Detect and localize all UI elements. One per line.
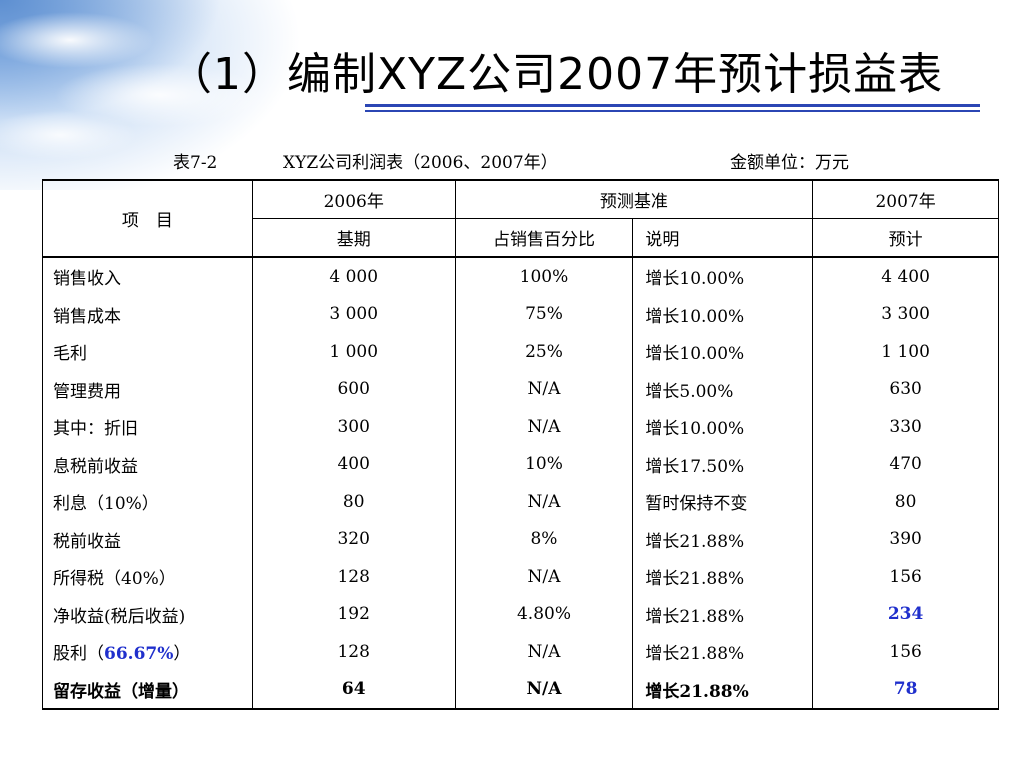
row-pct: N/A	[454, 558, 634, 596]
row-forecast: 390	[812, 520, 999, 558]
table-row: 净收益(税后收益) 192 4.80% 增长21.88% 234	[42, 595, 999, 633]
row-pct: 100%	[454, 256, 634, 296]
row-forecast: 3 300	[812, 295, 999, 333]
row-label: 毛利	[42, 333, 253, 371]
amount-unit: 金额单位：万元	[730, 153, 849, 173]
row-note: 增长17.50%	[632, 445, 814, 483]
row-label: 销售成本	[42, 295, 253, 333]
row-pct: 75%	[454, 295, 634, 333]
table-caption: XYZ公司利润表（2006、2007年）	[283, 153, 558, 173]
row-pct: N/A	[454, 408, 634, 446]
row-base: 4 000	[251, 256, 456, 296]
title-rule-bottom	[365, 110, 980, 112]
row-pct: N/A	[454, 370, 634, 408]
row-forecast: 4 400	[812, 256, 999, 296]
row-label: 股利（66.67%）	[42, 633, 253, 671]
row-pct: 25%	[454, 333, 634, 371]
row-base: 320	[251, 520, 456, 558]
row-base: 192	[251, 595, 456, 633]
table-row: 其中：折旧 300 N/A 增长10.00% 330	[42, 408, 999, 446]
row-note: 暂时保持不变	[632, 483, 814, 521]
table-row: 股利（66.67%） 128 N/A 增长21.88% 156	[42, 633, 999, 671]
header-note: 说明	[632, 218, 814, 258]
sky-cloud-decoration	[0, 0, 390, 190]
header-item: 项 目	[42, 179, 253, 258]
row-label: 净收益(税后收益)	[42, 595, 253, 633]
row-label: 利息（10%）	[42, 483, 253, 521]
row-pct: 4.80%	[454, 595, 634, 633]
dividend-payout-ratio: 66.67%	[104, 644, 174, 665]
row-forecast: 630	[812, 370, 999, 408]
table-row: 销售成本 3 000 75% 增长10.00% 3 300	[42, 295, 999, 333]
income-statement-table: 项 目 2006年 预测基准 2007年 基期 占销售百分比 说明 预计 销售收…	[42, 179, 999, 710]
row-base: 3 000	[251, 295, 456, 333]
row-base: 1 000	[251, 333, 456, 371]
row-forecast: 156	[812, 633, 999, 671]
row-label: 管理费用	[42, 370, 253, 408]
row-note: 增长21.88%	[632, 633, 814, 671]
row-note: 增长10.00%	[632, 256, 814, 296]
row-note: 增长21.88%	[632, 558, 814, 596]
header-row-2: 基期 占销售百分比 说明 预计	[43, 218, 999, 258]
header-row-1: 项 目 2006年 预测基准 2007年	[42, 179, 999, 258]
row-note: 增长10.00%	[632, 408, 814, 446]
table-row: 毛利 1 000 25% 增长10.00% 1 100	[42, 333, 999, 371]
title-rule-top	[365, 104, 980, 107]
row-forecast: 80	[812, 483, 999, 521]
row-forecast: 1 100	[812, 333, 999, 371]
header-pct: 占销售百分比	[454, 218, 634, 258]
row-note: 增长21.88%	[632, 670, 814, 709]
row-label: 留存收益（增量）	[42, 670, 253, 709]
row-forecast-highlight: 78	[812, 670, 999, 709]
row-forecast: 470	[812, 445, 999, 483]
row-base: 300	[251, 408, 456, 446]
row-label: 销售收入	[42, 256, 253, 296]
row-label-suffix: ）	[173, 644, 191, 665]
row-note: 增长21.88%	[632, 595, 814, 633]
row-base: 128	[251, 633, 456, 671]
row-base: 64	[251, 670, 456, 709]
table-row-total: 留存收益（增量） 64 N/A 增长21.88% 78	[42, 670, 999, 709]
row-label: 息税前收益	[42, 445, 253, 483]
row-base: 400	[251, 445, 456, 483]
row-label: 税前收益	[42, 520, 253, 558]
header-basis: 预测基准	[454, 179, 814, 219]
row-pct: 10%	[454, 445, 634, 483]
row-forecast: 156	[812, 558, 999, 596]
row-pct: N/A	[454, 483, 634, 521]
row-label: 其中：折旧	[42, 408, 253, 446]
row-label: 所得税（40%）	[42, 558, 253, 596]
header-2007: 2007年	[812, 179, 999, 219]
table-row: 息税前收益 400 10% 增长17.50% 470	[42, 445, 999, 483]
row-pct: 8%	[454, 520, 634, 558]
header-base: 基期	[251, 218, 456, 258]
table-row: 利息（10%） 80 N/A 暂时保持不变 80	[42, 483, 999, 521]
row-pct: N/A	[454, 670, 634, 709]
table-row: 所得税（40%） 128 N/A 增长21.88% 156	[42, 558, 999, 596]
row-note: 增长21.88%	[632, 520, 814, 558]
row-base: 80	[251, 483, 456, 521]
header-forecast: 预计	[812, 218, 999, 258]
row-forecast-highlight: 234	[812, 595, 999, 633]
row-note: 增长5.00%	[632, 370, 814, 408]
row-note: 增长10.00%	[632, 333, 814, 371]
row-note: 增长10.00%	[632, 295, 814, 333]
header-2006: 2006年	[251, 179, 456, 219]
row-base: 600	[251, 370, 456, 408]
table-row: 税前收益 320 8% 增长21.88% 390	[42, 520, 999, 558]
page-title: （1）编制XYZ公司2007年预计损益表	[168, 49, 944, 100]
row-label-prefix: 股利（	[53, 644, 104, 665]
table-number: 表7-2	[173, 153, 218, 173]
table-row: 销售收入 4 000 100% 增长10.00% 4 400	[42, 256, 999, 296]
row-base: 128	[251, 558, 456, 596]
table-row: 管理费用 600 N/A 增长5.00% 630	[42, 370, 999, 408]
row-pct: N/A	[454, 633, 634, 671]
row-forecast: 330	[812, 408, 999, 446]
